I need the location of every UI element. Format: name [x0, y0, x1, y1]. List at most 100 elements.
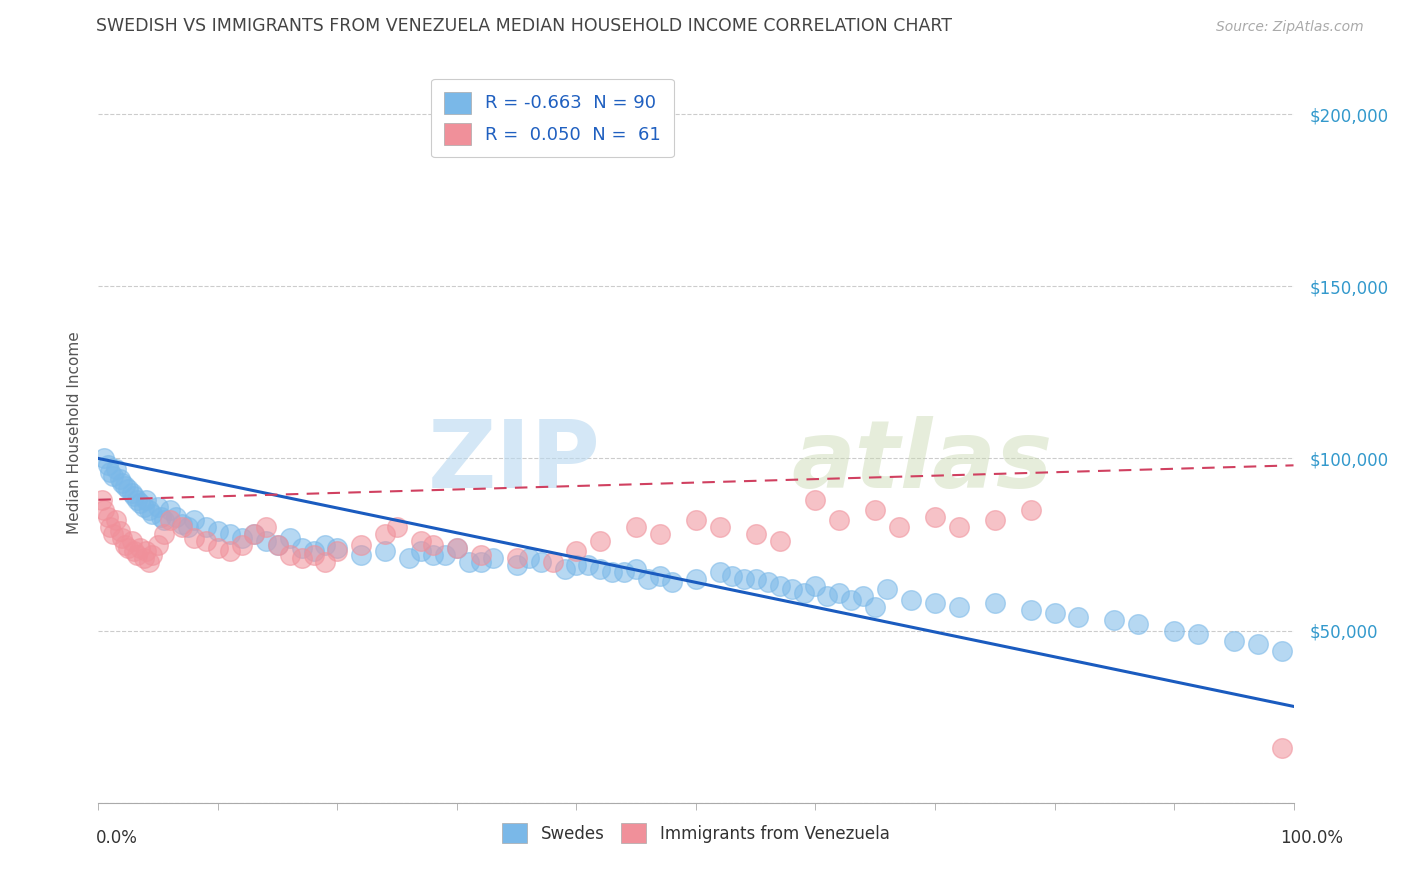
Text: ZIP: ZIP — [427, 417, 600, 508]
Point — [841, 592, 863, 607]
Point — [1019, 503, 1042, 517]
Point — [1271, 644, 1294, 658]
Point — [124, 544, 146, 558]
Point — [132, 500, 155, 514]
Point — [219, 527, 242, 541]
Point — [98, 465, 122, 479]
Text: SWEDISH VS IMMIGRANTS FROM VENEZUELA MEDIAN HOUSEHOLD INCOME CORRELATION CHART: SWEDISH VS IMMIGRANTS FROM VENEZUELA MED… — [96, 17, 952, 35]
Point — [195, 534, 218, 549]
Point — [114, 537, 136, 551]
Point — [506, 558, 529, 573]
Point — [650, 568, 672, 582]
Point — [243, 527, 266, 541]
Point — [804, 579, 827, 593]
Point — [374, 544, 396, 558]
Point — [924, 510, 946, 524]
Point — [108, 524, 131, 538]
Point — [101, 468, 124, 483]
Point — [578, 558, 600, 573]
Point — [124, 489, 146, 503]
Point — [254, 520, 277, 534]
Point — [900, 592, 922, 607]
Point — [132, 551, 155, 566]
Point — [411, 544, 433, 558]
Point — [374, 527, 396, 541]
Point — [924, 596, 946, 610]
Point — [1223, 634, 1246, 648]
Point — [138, 503, 160, 517]
Point — [231, 537, 253, 551]
Point — [828, 513, 851, 527]
Point — [159, 513, 181, 527]
Point — [141, 507, 163, 521]
Y-axis label: Median Household Income: Median Household Income — [66, 331, 82, 534]
Legend: Swedes, Immigrants from Venezuela: Swedes, Immigrants from Venezuela — [496, 816, 896, 850]
Point — [97, 458, 120, 473]
Point — [207, 524, 229, 538]
Point — [219, 544, 242, 558]
Point — [350, 537, 373, 551]
Point — [769, 579, 792, 593]
Point — [709, 565, 731, 579]
Point — [470, 555, 492, 569]
Point — [148, 500, 170, 514]
Point — [91, 492, 114, 507]
Point — [482, 551, 505, 566]
Point — [398, 551, 420, 566]
Point — [125, 492, 148, 507]
Point — [756, 575, 779, 590]
Point — [1163, 624, 1185, 638]
Point — [97, 510, 120, 524]
Point — [984, 513, 1007, 527]
Point — [554, 561, 576, 575]
Point — [350, 548, 373, 562]
Text: Source: ZipAtlas.com: Source: ZipAtlas.com — [1216, 21, 1364, 34]
Point — [195, 520, 218, 534]
Point — [254, 534, 277, 549]
Point — [1043, 607, 1066, 621]
Point — [231, 531, 253, 545]
Point — [804, 492, 827, 507]
Point — [172, 516, 194, 531]
Point — [817, 589, 839, 603]
Point — [685, 572, 707, 586]
Point — [135, 492, 157, 507]
Point — [565, 544, 588, 558]
Point — [721, 568, 744, 582]
Point — [446, 541, 468, 555]
Point — [589, 561, 612, 575]
Point — [291, 541, 314, 555]
Point — [153, 527, 176, 541]
Text: 100.0%: 100.0% — [1279, 829, 1343, 847]
Point — [117, 541, 139, 555]
Point — [207, 541, 229, 555]
Point — [121, 534, 143, 549]
Point — [1187, 627, 1209, 641]
Point — [183, 513, 205, 527]
Point — [876, 582, 898, 597]
Point — [385, 520, 409, 534]
Point — [93, 503, 115, 517]
Point — [1271, 740, 1294, 755]
Point — [889, 520, 911, 534]
Point — [302, 544, 325, 558]
Point — [129, 541, 152, 555]
Point — [626, 561, 648, 575]
Point — [267, 537, 290, 551]
Point — [105, 513, 128, 527]
Point — [315, 555, 337, 569]
Point — [434, 548, 457, 562]
Text: atlas: atlas — [792, 417, 1053, 508]
Point — [149, 510, 172, 524]
Point — [326, 544, 349, 558]
Point — [117, 483, 139, 497]
Point — [1019, 603, 1042, 617]
Point — [326, 541, 349, 555]
Point — [458, 555, 481, 569]
Point — [589, 534, 612, 549]
Point — [422, 548, 444, 562]
Point — [93, 451, 115, 466]
Point — [138, 555, 160, 569]
Point — [108, 472, 131, 486]
Point — [626, 520, 648, 534]
